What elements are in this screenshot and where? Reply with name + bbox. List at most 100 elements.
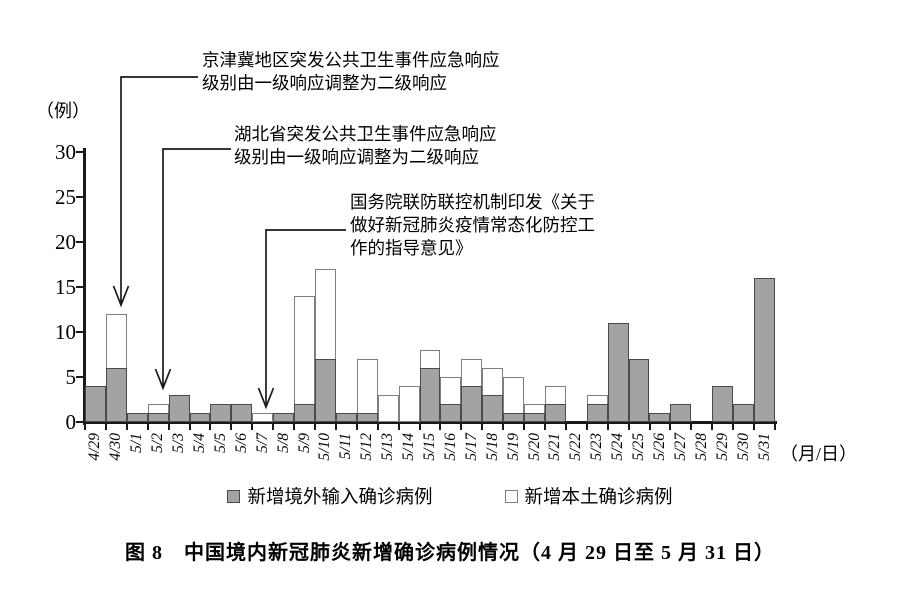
bar-5/12 [356,152,378,422]
annotation-line: 国务院联防联控机制印发《关于 [350,192,595,212]
bar-5/3 [168,152,190,422]
x-tick [188,424,191,430]
imported-cases-segment [670,404,692,422]
y-tick [76,421,84,423]
x-axis-label-5/1: 5/1 [128,433,146,453]
bar-5/20 [524,152,545,422]
x-axis-label-5/21: 5/21 [546,433,564,461]
y-axis-label-30: 30 [55,140,76,164]
x-axis-label-5/15: 5/15 [421,433,438,461]
local-cases-segment [147,404,169,413]
x-axis-label-5/16: 5/16 [441,433,459,461]
x-tick [669,424,672,430]
x-tick [481,424,484,430]
x-axis-label-5/29: 5/29 [713,433,731,461]
x-axis-line [83,421,777,424]
y-axis-label-25: 25 [55,185,76,209]
y-tick [76,331,84,333]
bar-5/11 [335,152,357,422]
annotation-hubei: 湖北省突发公共卫生事件应急响应 级别由一级响应调整为二级响应 [234,123,497,169]
x-axis-label-5/3: 5/3 [170,433,188,453]
x-axis-label-5/28: 5/28 [692,433,710,461]
imported-cases-segment [712,386,734,422]
x-axis-label-5/6: 5/6 [232,433,250,453]
bar-5/7 [252,152,274,422]
imported-cases-segment [356,413,378,422]
x-axis-label-5/11: 5/11 [337,433,355,460]
imported-cases-segment [524,413,545,422]
bar-4/30 [105,152,127,422]
local-cases-segment [586,395,608,404]
bar-5/19 [503,152,525,422]
bar-5/13 [377,152,399,422]
x-axis-label-5/20: 5/20 [525,433,543,461]
bar-5/29 [712,152,734,422]
x-axis-label-5/2: 5/2 [149,433,167,453]
x-tick [355,424,358,430]
x-tick [251,424,254,430]
local-cases-segment [398,386,420,422]
x-tick [502,424,505,430]
x-tick [523,424,526,430]
legend-item-imported: 新增境外输入确诊病例 [227,483,433,509]
x-tick [104,424,107,430]
x-tick [585,424,588,430]
bar-5/6 [231,152,253,422]
y-axis-label-5: 5 [65,365,77,389]
x-axis-label-4/30: 4/30 [107,433,125,461]
imported-cases-segment [189,413,211,422]
x-axis-label-4/29: 4/29 [86,433,104,461]
x-tick [397,424,400,430]
x-axis-label-5/14: 5/14 [400,433,418,461]
bar-5/24 [607,152,629,422]
x-tick [606,424,609,430]
imported-cases-segment [586,404,608,422]
y-axis-label-10: 10 [55,320,76,344]
bar-5/28 [691,152,712,422]
x-tick [84,424,86,430]
imported-cases-segment [440,404,462,422]
bar-5/1 [126,152,148,422]
annotation-line: 湖北省突发公共卫生事件应急响应 [234,124,497,144]
annotation-line: 级别由一级响应调整为二级响应 [202,73,447,93]
x-tick [125,424,128,430]
local-cases-segment [503,377,525,413]
bar-5/21 [544,152,566,422]
y-tick [76,286,84,288]
imported-cases-segment [733,404,754,422]
bar-5/17 [461,152,483,422]
x-axis-label-5/26: 5/26 [651,433,668,461]
bar-5/10 [314,152,336,422]
x-tick [209,424,212,430]
bar-5/23 [586,152,608,422]
local-cases-segment [105,314,127,368]
x-axis-label-5/12: 5/12 [358,433,376,461]
local-cases-segment [461,359,483,386]
x-axis-label-5/24: 5/24 [609,433,627,461]
imported-cases-segment [147,413,169,422]
imported-cases-segment [607,323,629,422]
x-tick [439,424,442,430]
x-axis-label-5/8: 5/8 [274,433,292,453]
x-tick [711,424,714,430]
bar-5/16 [440,152,462,422]
x-tick [334,424,337,430]
x-tick [167,424,170,430]
imported-cases-segment [210,404,232,422]
imported-cases-segment [419,368,441,422]
x-tick [753,424,756,430]
x-tick [418,424,421,430]
x-axis-label-5/7: 5/7 [253,433,271,453]
imported-cases-segment [105,368,127,422]
bar-5/26 [649,152,671,422]
local-cases-segment [356,359,378,413]
y-axis-label-15: 15 [55,275,76,299]
bar-5/8 [273,152,295,422]
x-axis-label-5/22: 5/22 [567,433,585,461]
x-tick [376,424,379,430]
bar-5/2 [147,152,169,422]
local-cases-segment [524,404,545,413]
y-tick [76,151,84,153]
x-tick [732,424,735,430]
